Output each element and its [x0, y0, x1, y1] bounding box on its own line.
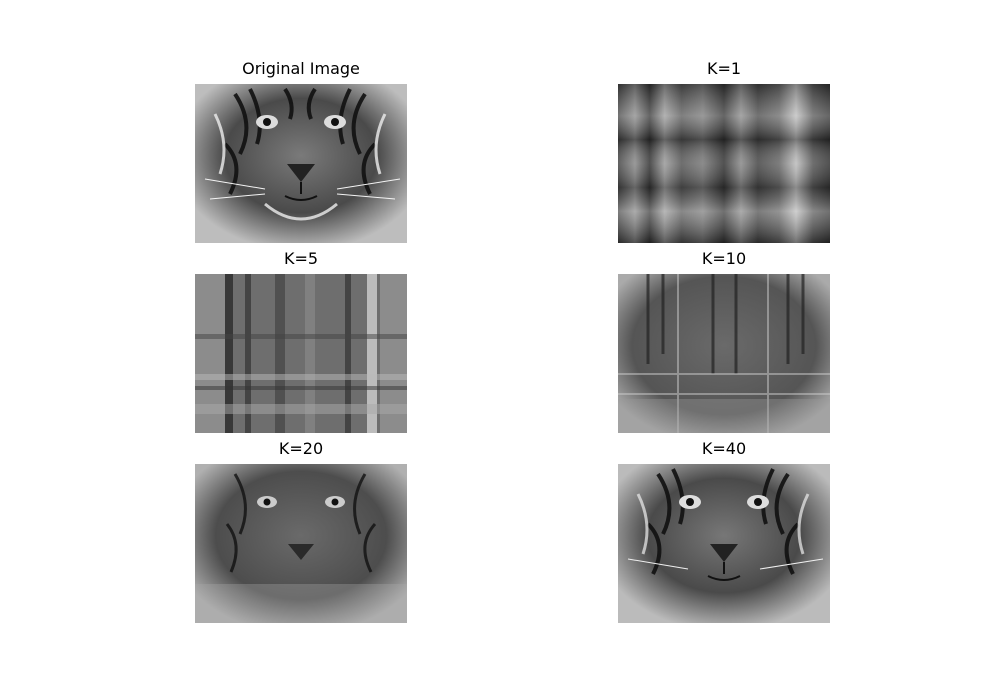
panel-original: Original Image — [195, 59, 407, 243]
panel-title: K=20 — [278, 439, 324, 458]
panel-title: K=40 — [701, 439, 747, 458]
panel-title: K=10 — [701, 249, 747, 268]
tiger-original-image — [195, 84, 407, 243]
panel-k10: K=10 — [618, 249, 830, 433]
k1-reconstruction-image — [618, 84, 830, 243]
k10-reconstruction-image — [618, 274, 830, 433]
panel-title: K=5 — [283, 249, 319, 268]
panel-k1: K=1 — [618, 59, 830, 243]
panel-k5: K=5 — [195, 249, 407, 433]
k20-reconstruction-image — [195, 464, 407, 623]
panel-k20: K=20 — [195, 439, 407, 623]
panel-title: K=1 — [706, 59, 742, 78]
panel-title: Original Image — [242, 59, 360, 78]
panel-k40: K=40 — [618, 439, 830, 623]
k5-reconstruction-image — [195, 274, 407, 433]
k40-reconstruction-image — [618, 464, 830, 623]
